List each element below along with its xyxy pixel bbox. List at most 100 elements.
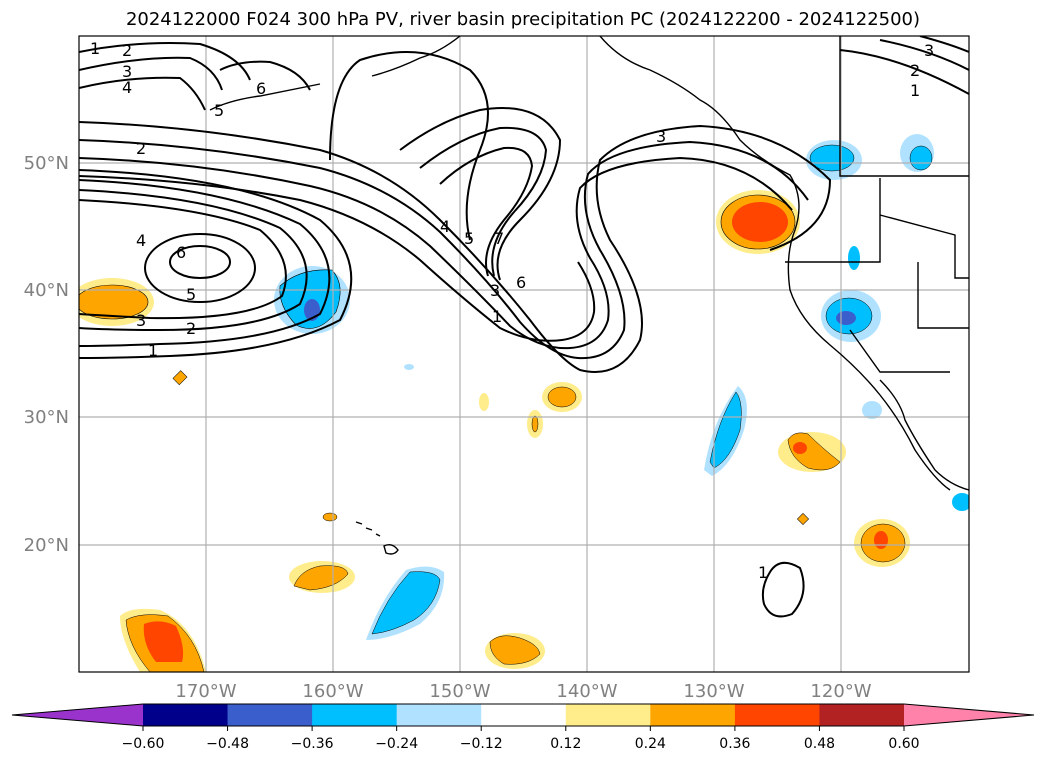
colorbar-tick-label: 0.12 (550, 736, 581, 752)
pv-label: 2 (122, 41, 132, 60)
pv-contour-ridge-2 (399, 107, 562, 281)
colorbar-tick-label: 0.48 (804, 736, 835, 752)
precip-dot-1 (172, 370, 188, 386)
pv-contour-west-2 (79, 179, 331, 347)
lat-label: 40°N (24, 280, 69, 301)
pv-label: 2 (136, 139, 146, 158)
colorbar-segment (396, 704, 482, 726)
lon-label: 170°W (175, 681, 236, 702)
pv-label: 4 (122, 78, 132, 97)
coast-aleutians (209, 83, 321, 111)
pv-label: 1 (148, 341, 158, 360)
pv-contour-nw-6 (219, 60, 311, 91)
lat-label: 20°N (24, 535, 69, 556)
pv-contour-ne-3 (919, 36, 969, 53)
coastlines (209, 36, 969, 555)
latitude-labels: 50°N 40°N 30°N 20°N (24, 153, 69, 556)
precip-blob-blue-subtropical (704, 386, 747, 476)
pv-contour-ne-1 (839, 49, 969, 95)
map-background (79, 36, 969, 672)
pv-contour-trough-2 (79, 139, 809, 360)
border-states-3 (917, 262, 969, 329)
map-frame (78, 35, 970, 673)
pv-label: 1 (758, 563, 768, 582)
colorbar-extend-high (904, 704, 1034, 726)
colorbar-segment (227, 704, 313, 726)
colorbar-tick-label: 0.24 (635, 736, 666, 752)
precip-blob-blue-north-pacific (274, 266, 350, 334)
pv-contour-ne-2 (879, 39, 969, 71)
colorbar-segment (143, 704, 229, 726)
pv-label: 3 (924, 41, 934, 60)
precip-dot-6 (404, 364, 414, 370)
pv-contour-west-3 (79, 189, 308, 332)
precipitation-blobs (79, 134, 969, 672)
colorbar-extend-low (12, 704, 143, 726)
lon-label: 120°W (810, 681, 871, 702)
pv-label: 5 (464, 229, 474, 248)
precip-blob-hawaii (289, 512, 445, 640)
pv-contour-west-1 (79, 169, 353, 359)
precip-blob-southeast (952, 493, 969, 511)
island-hawaii (383, 543, 399, 555)
island-chain (355, 521, 381, 537)
precip-dot-5 (796, 512, 810, 526)
lon-label: 160°W (302, 681, 363, 702)
pv-contour-trough-1 (79, 121, 832, 373)
colorbar-tick-label: −0.60 (122, 736, 165, 752)
pv-label: 4 (440, 217, 450, 236)
colorbar-tick-label: −0.48 (206, 736, 249, 752)
colorbar-tick-label: −0.24 (375, 736, 418, 752)
lon-label: 130°W (683, 681, 744, 702)
pv-label: 1 (492, 307, 502, 326)
pv-label: 5 (214, 101, 224, 120)
pv-label: 3 (122, 62, 132, 81)
pv-label: 3 (656, 127, 666, 146)
precip-blob-blue-california (821, 246, 882, 419)
colorbar-tick-label: −0.12 (460, 736, 503, 752)
longitude-labels: 170°W 160°W 150°W 140°W 130°W 120°W (175, 681, 871, 702)
pv-contour-ridge-3 (419, 126, 548, 277)
border-states-2 (879, 214, 969, 279)
map-title: 2024122000 F024 300 hPa PV, river basin … (126, 9, 920, 30)
pv-contour-nw-2 (79, 56, 223, 91)
pv-contour-ridge-4 (439, 146, 534, 277)
colorbar-segment (819, 704, 905, 726)
pv-label: 6 (256, 79, 266, 98)
pv-label: 6 (176, 243, 186, 262)
pv-contour-cutoff-6 (169, 245, 231, 279)
border-canada-us (839, 36, 969, 177)
precip-blob-south-central (485, 633, 545, 669)
lon-label: 140°W (556, 681, 617, 702)
coast-north-america (599, 36, 951, 491)
border-states-1 (785, 178, 881, 263)
pv-label: 1 (910, 81, 920, 100)
pv-contour-trough-4 (79, 175, 596, 342)
pv-contour-cutoff-5 (144, 233, 256, 303)
precip-blob-oregon (716, 190, 800, 254)
colorbar-tick-label: −0.36 (291, 736, 334, 752)
colorbar-tick-label: 0.36 (719, 736, 750, 752)
pv-label: 3 (136, 311, 146, 330)
precip-blob-southwest (120, 608, 206, 672)
pv-label: 2 (186, 319, 196, 338)
colorbar-segment (565, 704, 651, 726)
pv-contour-nw-1 (79, 42, 251, 81)
colorbar: −0.60 −0.48 −0.36 −0.24 −0.12 0.12 0.24 0.36 0.4… (11, 703, 1035, 752)
precip-blob-baja-offshore (778, 432, 846, 472)
colorbar-segment (481, 704, 567, 726)
coast-alaska (371, 36, 461, 77)
pv-label: 4 (136, 231, 146, 250)
pv-label: 7 (494, 229, 504, 248)
pv-contour-south-loop (761, 561, 805, 618)
colorbar-segment (650, 704, 736, 726)
pv-label: 3 (490, 281, 500, 300)
pv-label: 6 (516, 273, 526, 292)
pv-contour-nw-3 (79, 76, 206, 111)
lat-label: 50°N (24, 153, 69, 174)
lat-label: 30°N (24, 407, 69, 428)
precip-dot-2 (479, 393, 489, 411)
pv-label: 2 (910, 61, 920, 80)
pv-contour-trough-3 (79, 156, 793, 350)
